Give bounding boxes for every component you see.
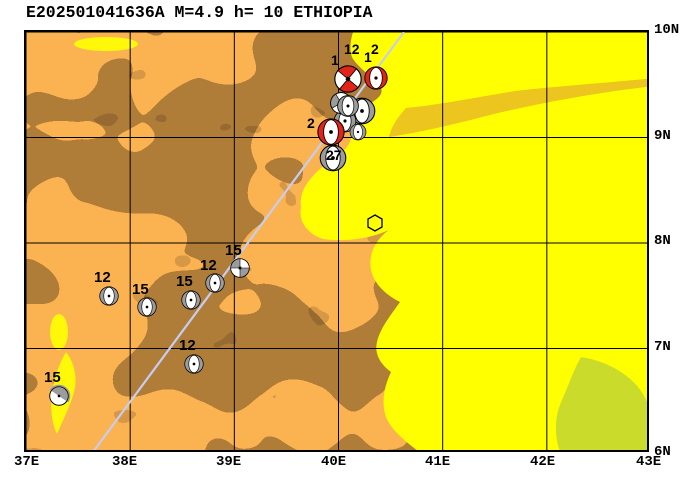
svg-text:15: 15 bbox=[225, 242, 242, 259]
svg-text:15: 15 bbox=[176, 273, 193, 290]
svg-text:12: 12 bbox=[344, 41, 360, 57]
svg-text:2: 2 bbox=[307, 115, 315, 131]
svg-text:1: 1 bbox=[331, 52, 339, 68]
svg-text:15: 15 bbox=[132, 281, 149, 298]
svg-text:12: 12 bbox=[179, 337, 196, 354]
svg-text:15: 15 bbox=[44, 369, 61, 386]
svg-text:27: 27 bbox=[326, 147, 342, 163]
svg-text:12: 12 bbox=[94, 269, 111, 286]
svg-text:2: 2 bbox=[371, 41, 379, 57]
svg-text:12: 12 bbox=[200, 257, 217, 274]
